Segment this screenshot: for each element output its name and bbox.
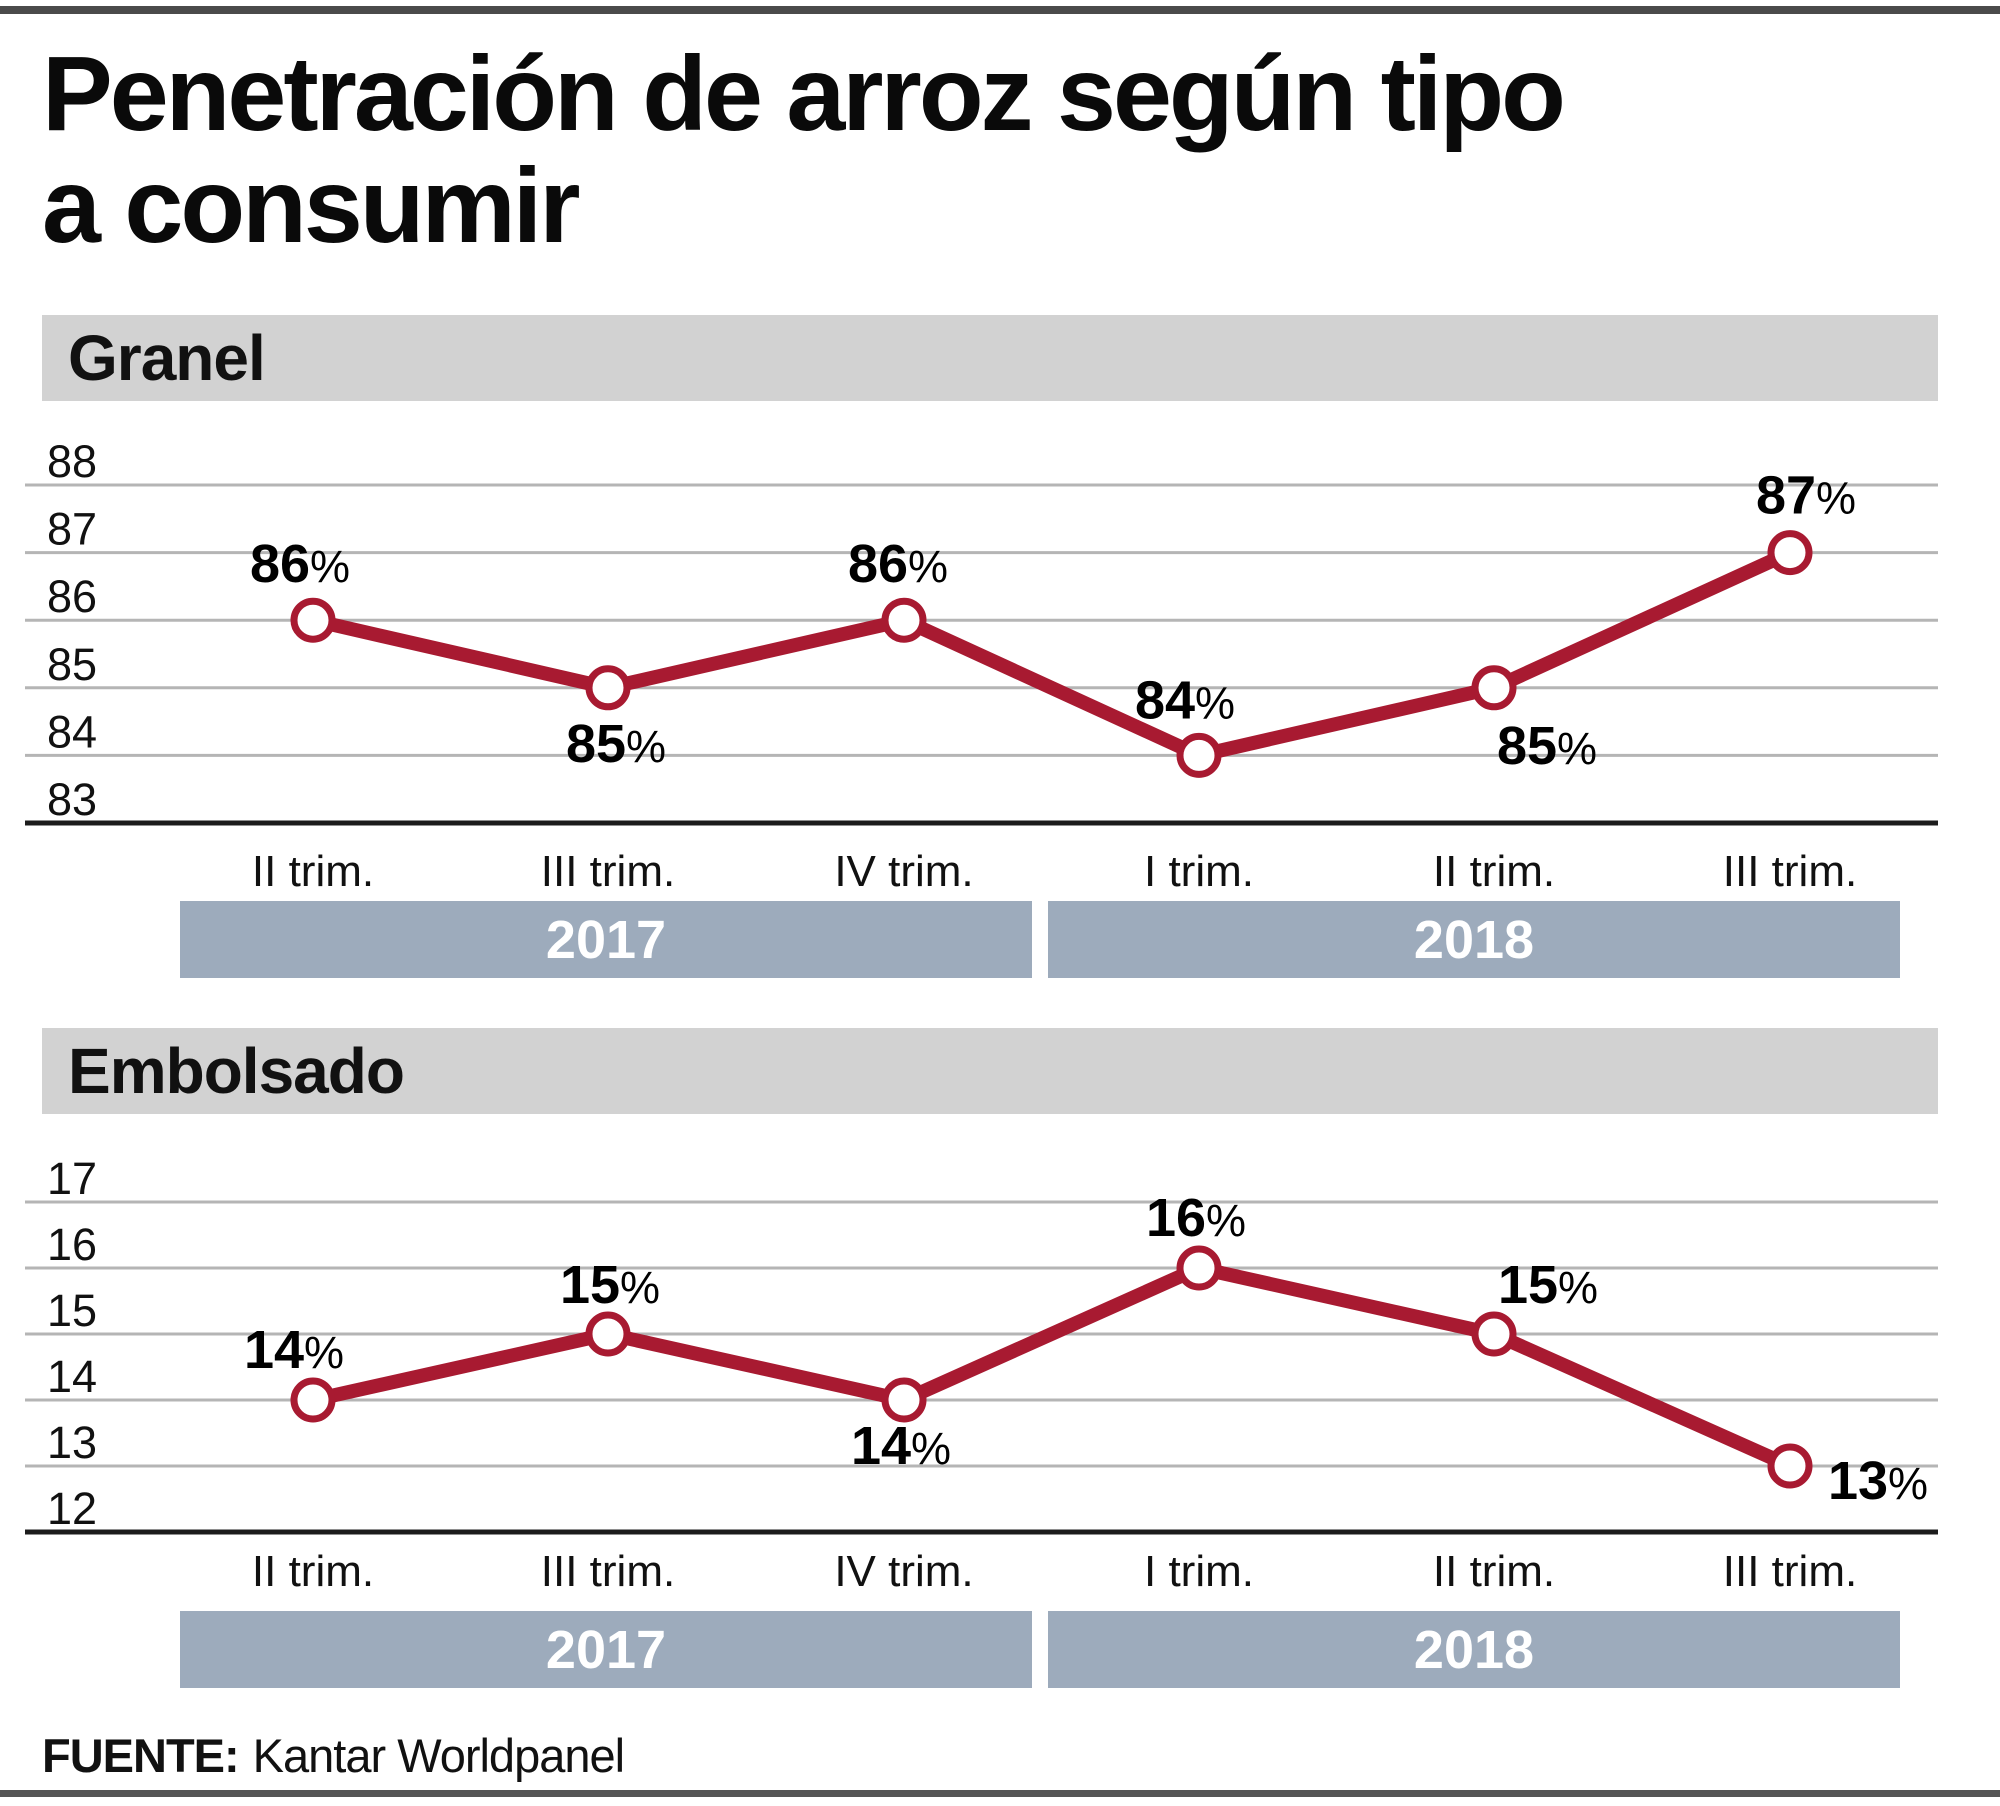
data-point-label: 86% <box>848 534 948 594</box>
data-line <box>311 546 1793 763</box>
x-axis-label: II trim. <box>1433 847 1555 896</box>
y-tick-label: 17 <box>47 1153 97 1204</box>
embolsado-year-band-2017: 2017 <box>180 1611 1032 1688</box>
x-axis-label: II trim. <box>252 1547 374 1596</box>
data-point-marker <box>1176 732 1222 778</box>
data-line <box>311 1261 1793 1473</box>
x-axis-label: I trim. <box>1144 847 1254 896</box>
section-header-granel: Granel <box>42 315 1938 401</box>
granel-year-2018-label: 2018 <box>1413 909 1535 970</box>
x-axis-label: III trim. <box>1723 1547 1857 1596</box>
granel-year-band-2018: 2018 <box>1048 901 1900 978</box>
y-tick-label: 87 <box>47 504 97 555</box>
x-axis-label: IV trim. <box>834 1547 973 1596</box>
x-axis-label: IV trim. <box>834 847 973 896</box>
granel-year-band-2017: 2017 <box>180 901 1032 978</box>
data-point-marker <box>1471 1311 1517 1357</box>
y-tick-label: 14 <box>47 1351 97 1402</box>
y-tick-label: 15 <box>47 1285 97 1336</box>
data-point-marker <box>585 1311 631 1357</box>
y-tick-label: 86 <box>47 571 97 622</box>
data-point-label: 87% <box>1756 466 1856 526</box>
embolsado-line-chart: 17 16 15 14 13 12 14% 15% 14% 16% 15% 13% II trim. II… <box>25 1153 1938 1596</box>
data-point-label: 85% <box>1497 716 1597 776</box>
granel-line-chart: 88 87 86 85 84 83 86% 85% 86% 84% 85% 87% II trim. II… <box>25 436 1938 896</box>
y-tick-label: 12 <box>47 1483 97 1534</box>
data-point-marker <box>1471 665 1517 711</box>
data-point-label: 14% <box>244 1320 344 1380</box>
y-tick-label: 85 <box>47 639 97 690</box>
y-tick-label: 83 <box>47 774 97 825</box>
data-point-marker <box>881 597 927 643</box>
section-header-granel-label: Granel <box>68 322 266 394</box>
page-title-line1: Penetración de arroz según tipo <box>42 35 1566 153</box>
embolsado-year-band-2018: 2018 <box>1048 1611 1900 1688</box>
x-axis-label: II trim. <box>252 847 374 896</box>
data-point-label: 14% <box>851 1416 951 1476</box>
data-point-marker <box>585 665 631 711</box>
y-tick-label: 13 <box>47 1417 97 1468</box>
data-point-marker <box>1767 1443 1813 1489</box>
data-point-label: 86% <box>250 534 350 594</box>
data-point-label: 84% <box>1135 670 1235 730</box>
data-point-label: 15% <box>1498 1255 1598 1315</box>
data-point-marker <box>290 597 336 643</box>
x-axis-label: III trim. <box>541 847 675 896</box>
x-axis-label: I trim. <box>1144 1547 1254 1596</box>
top-rule <box>0 6 2000 14</box>
data-point-label: 13% <box>1828 1451 1928 1511</box>
section-header-embolsado: Embolsado <box>42 1028 1938 1114</box>
data-point-marker <box>290 1377 336 1423</box>
data-point-label: 85% <box>566 714 666 774</box>
y-tick-label: 84 <box>47 706 97 757</box>
embolsado-year-2018-label: 2018 <box>1413 1619 1535 1680</box>
x-axis-label: II trim. <box>1433 1547 1555 1596</box>
data-point-marker <box>881 1377 927 1423</box>
data-point-label: 16% <box>1146 1188 1246 1248</box>
x-axis-label: III trim. <box>541 1547 675 1596</box>
source-line: FUENTE: Kantar Worldpanel <box>42 1728 625 1783</box>
page-title-line2: a consumir <box>42 147 581 265</box>
page-title: Penetración de arroz según tipo a consum… <box>42 35 1566 265</box>
data-point-marker <box>1767 530 1813 576</box>
x-axis-label: III trim. <box>1723 847 1857 896</box>
source-prefix: FUENTE: <box>42 1729 240 1782</box>
embolsado-year-2017-label: 2017 <box>545 1619 667 1680</box>
section-header-embolsado-label: Embolsado <box>68 1035 405 1107</box>
granel-year-2017-label: 2017 <box>545 909 667 970</box>
bottom-rule <box>0 1790 2000 1797</box>
data-point-label: 15% <box>560 1255 660 1315</box>
y-tick-label: 16 <box>47 1219 97 1270</box>
y-tick-label: 88 <box>47 436 97 487</box>
data-point-marker <box>1176 1245 1222 1291</box>
source-text: Kantar Worldpanel <box>252 1729 625 1782</box>
